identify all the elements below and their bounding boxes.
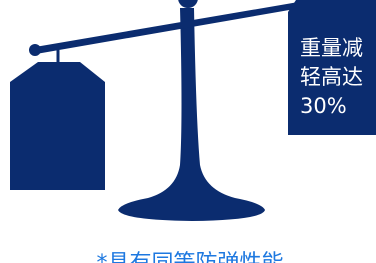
pivot-ball	[178, 0, 198, 8]
scale-beam	[35, 0, 318, 54]
callout-line: 重量减	[300, 36, 363, 60]
scale-pole	[118, 8, 265, 221]
footnote: *具有同等防弹性能	[96, 251, 283, 263]
page: {"callout": {"lines": ["重量减", "轻高达", "30…	[0, 0, 376, 263]
callout-line: 轻高达	[300, 65, 363, 89]
left-weight	[10, 62, 105, 190]
callout-line: 30%	[300, 94, 347, 118]
scale-illustration: 重量减 轻高达 30% *具有同等防弹性能	[0, 0, 376, 263]
beam-end	[29, 44, 41, 56]
